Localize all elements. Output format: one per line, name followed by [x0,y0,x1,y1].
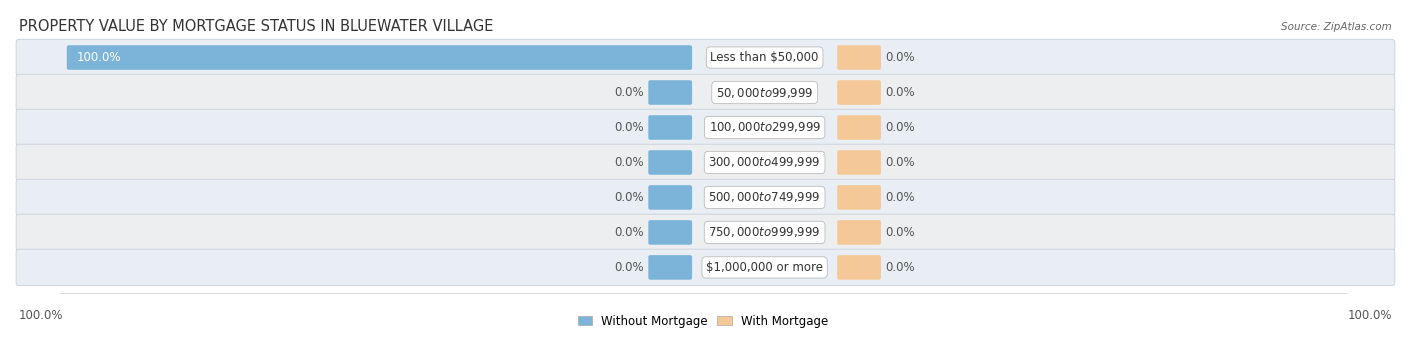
Text: 0.0%: 0.0% [884,86,914,99]
Text: 100.0%: 100.0% [20,309,63,322]
Text: $300,000 to $499,999: $300,000 to $499,999 [709,155,821,169]
Legend: Without Mortgage, With Mortgage: Without Mortgage, With Mortgage [578,315,828,328]
Text: 0.0%: 0.0% [614,86,644,99]
FancyBboxPatch shape [837,255,882,280]
Text: 0.0%: 0.0% [884,121,914,134]
Text: 0.0%: 0.0% [614,261,644,274]
FancyBboxPatch shape [837,80,882,105]
Text: 0.0%: 0.0% [614,121,644,134]
Text: 0.0%: 0.0% [614,156,644,169]
FancyBboxPatch shape [15,109,1395,146]
Text: $1,000,000 or more: $1,000,000 or more [706,261,823,274]
Text: 0.0%: 0.0% [884,156,914,169]
Text: 0.0%: 0.0% [614,226,644,239]
FancyBboxPatch shape [15,39,1395,76]
FancyBboxPatch shape [15,179,1395,216]
FancyBboxPatch shape [15,214,1395,251]
FancyBboxPatch shape [648,115,692,140]
Text: $50,000 to $99,999: $50,000 to $99,999 [716,86,813,100]
FancyBboxPatch shape [648,150,692,175]
FancyBboxPatch shape [648,220,692,245]
FancyBboxPatch shape [15,74,1395,111]
FancyBboxPatch shape [648,185,692,210]
Text: 100.0%: 100.0% [1347,309,1392,322]
Text: Source: ZipAtlas.com: Source: ZipAtlas.com [1281,21,1392,32]
Text: 0.0%: 0.0% [884,226,914,239]
Text: PROPERTY VALUE BY MORTGAGE STATUS IN BLUEWATER VILLAGE: PROPERTY VALUE BY MORTGAGE STATUS IN BLU… [20,19,494,34]
Text: $100,000 to $299,999: $100,000 to $299,999 [709,120,821,134]
Text: $500,000 to $749,999: $500,000 to $749,999 [709,191,821,205]
FancyBboxPatch shape [837,220,882,245]
Text: 0.0%: 0.0% [614,191,644,204]
FancyBboxPatch shape [837,185,882,210]
FancyBboxPatch shape [67,45,692,70]
FancyBboxPatch shape [15,249,1395,286]
Text: 0.0%: 0.0% [884,191,914,204]
FancyBboxPatch shape [837,150,882,175]
Text: $750,000 to $999,999: $750,000 to $999,999 [709,225,821,239]
Text: 100.0%: 100.0% [77,51,121,64]
Text: 0.0%: 0.0% [884,51,914,64]
Text: Less than $50,000: Less than $50,000 [710,51,818,64]
FancyBboxPatch shape [15,144,1395,181]
FancyBboxPatch shape [648,255,692,280]
Text: 0.0%: 0.0% [884,261,914,274]
FancyBboxPatch shape [648,80,692,105]
FancyBboxPatch shape [837,115,882,140]
FancyBboxPatch shape [837,45,882,70]
